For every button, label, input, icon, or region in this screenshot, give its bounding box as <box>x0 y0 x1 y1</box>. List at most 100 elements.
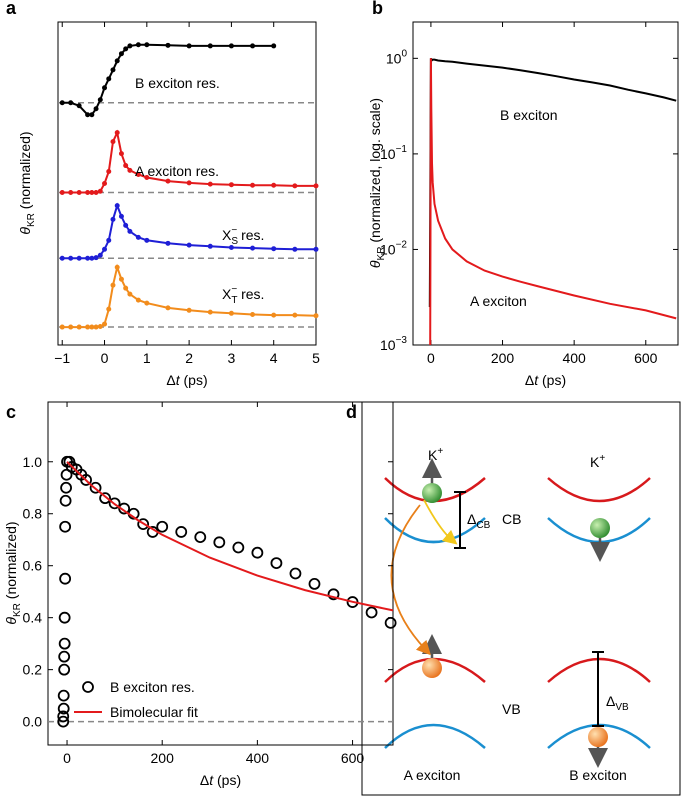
text-part: − <box>231 284 237 295</box>
series-line <box>428 57 677 308</box>
line-marker <box>102 321 108 327</box>
text-part: KR <box>26 213 37 227</box>
line-marker <box>165 240 171 246</box>
line-marker <box>271 246 277 252</box>
line-marker <box>228 245 234 251</box>
y-tick-label: 0.6 <box>23 558 43 574</box>
text-part: 10 <box>380 241 396 257</box>
line-marker <box>114 130 120 136</box>
delta-sub: VB <box>615 702 629 713</box>
vb-upper-right <box>547 657 651 683</box>
line-marker <box>292 246 298 252</box>
text-part: 0 <box>401 48 407 59</box>
x-tick-label: 600 <box>634 350 658 366</box>
line-marker <box>250 311 256 317</box>
line-marker <box>271 43 277 49</box>
line-marker <box>250 43 256 49</box>
line-marker <box>76 255 82 261</box>
x-tick-label: 0 <box>427 350 435 366</box>
line-marker <box>59 324 65 330</box>
series-label: A exciton <box>470 293 527 309</box>
data-point <box>99 492 112 505</box>
text-part: θ <box>17 227 33 235</box>
line-marker <box>68 100 74 106</box>
text-part: −1 <box>396 144 408 155</box>
line-marker <box>165 42 171 48</box>
line-marker <box>89 189 95 195</box>
data-point <box>118 502 131 515</box>
line-marker <box>118 51 124 57</box>
text-part: −2 <box>396 239 408 250</box>
line-marker <box>228 43 234 49</box>
text-part: 10 <box>386 50 402 66</box>
y-tick-label: 10−2 <box>380 239 407 257</box>
x-tick-label: 400 <box>246 750 270 766</box>
text-part: X <box>222 227 232 243</box>
line-marker <box>135 297 141 303</box>
k-base: K <box>428 447 438 463</box>
line-marker <box>106 169 112 175</box>
line-marker <box>271 312 277 318</box>
transfer-arrow <box>390 504 431 656</box>
k-sup: + <box>437 446 443 457</box>
transfer-arrow <box>423 499 458 545</box>
text-part: 10 <box>380 337 396 353</box>
text-part: t <box>209 772 214 788</box>
line-marker <box>165 305 171 311</box>
data-point <box>57 689 70 702</box>
data-point <box>289 567 302 580</box>
data-point <box>58 663 71 676</box>
line-marker <box>85 255 91 261</box>
k-label: K+ <box>590 453 605 470</box>
text-part: res. <box>237 286 264 302</box>
data-point <box>58 637 71 650</box>
data-point <box>108 497 121 510</box>
line-marker <box>313 313 319 319</box>
y-tick-label: 0.2 <box>23 662 43 678</box>
line-marker <box>250 182 256 188</box>
data-point <box>232 541 245 554</box>
text-part: KR <box>12 603 23 617</box>
x-axis-label: Δt (ps) <box>200 772 241 788</box>
data-point <box>80 474 92 486</box>
y-axis-label: θKR (normalized, log. scale) <box>367 98 387 268</box>
line-marker <box>76 324 82 330</box>
text-part: (ps) <box>213 772 241 788</box>
electron <box>590 518 610 538</box>
k-sup: + <box>599 453 605 464</box>
line-marker <box>118 213 124 219</box>
legend-marker <box>82 681 94 693</box>
delta-cb: ΔCB <box>467 511 491 531</box>
line-marker <box>76 103 82 109</box>
x-tick-label: 5 <box>312 350 320 366</box>
y-tick-label: 10−3 <box>380 335 407 353</box>
panel-letter: d <box>346 402 357 422</box>
line-marker <box>292 312 298 318</box>
delta: Δ <box>467 511 476 527</box>
line-marker <box>207 43 213 49</box>
k-base: K <box>590 454 600 470</box>
line-marker <box>271 182 277 188</box>
line-marker <box>186 180 192 186</box>
line-marker <box>114 264 120 270</box>
x-tick-label: 200 <box>151 750 175 766</box>
line-marker <box>127 167 133 173</box>
line-marker <box>165 178 171 184</box>
line-marker <box>118 151 124 157</box>
line-marker <box>110 139 116 145</box>
line-marker <box>118 276 124 282</box>
cb-lower-left <box>384 517 486 544</box>
line-marker <box>186 307 192 313</box>
line-marker <box>102 85 108 91</box>
panel-letter: b <box>372 0 383 18</box>
hole <box>588 727 608 747</box>
data-point <box>175 526 188 538</box>
line-marker <box>135 42 141 48</box>
y-tick-label: 0.0 <box>23 714 43 730</box>
line-marker <box>123 222 129 228</box>
line-marker <box>135 234 141 240</box>
line-marker <box>106 237 112 243</box>
y-tick-label: 100 <box>386 48 408 66</box>
data-point <box>384 616 397 629</box>
line-marker <box>114 58 120 64</box>
